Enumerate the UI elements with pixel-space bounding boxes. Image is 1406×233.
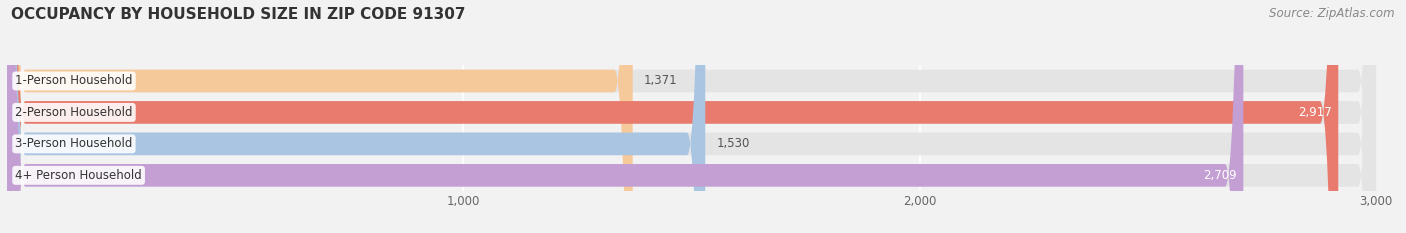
FancyBboxPatch shape [7, 0, 1376, 233]
FancyBboxPatch shape [7, 0, 1376, 233]
Text: 1,371: 1,371 [644, 75, 678, 87]
FancyBboxPatch shape [7, 0, 706, 233]
Text: 2,709: 2,709 [1204, 169, 1236, 182]
Text: OCCUPANCY BY HOUSEHOLD SIZE IN ZIP CODE 91307: OCCUPANCY BY HOUSEHOLD SIZE IN ZIP CODE … [11, 7, 465, 22]
Text: 2-Person Household: 2-Person Household [15, 106, 132, 119]
Text: 1-Person Household: 1-Person Household [15, 75, 132, 87]
FancyBboxPatch shape [7, 0, 1376, 233]
Text: 3-Person Household: 3-Person Household [15, 137, 132, 150]
FancyBboxPatch shape [7, 0, 1243, 233]
Text: 2,917: 2,917 [1298, 106, 1331, 119]
Text: 4+ Person Household: 4+ Person Household [15, 169, 142, 182]
FancyBboxPatch shape [7, 0, 633, 233]
Text: 1,530: 1,530 [717, 137, 749, 150]
Text: Source: ZipAtlas.com: Source: ZipAtlas.com [1270, 7, 1395, 20]
FancyBboxPatch shape [7, 0, 1339, 233]
FancyBboxPatch shape [7, 0, 1376, 233]
